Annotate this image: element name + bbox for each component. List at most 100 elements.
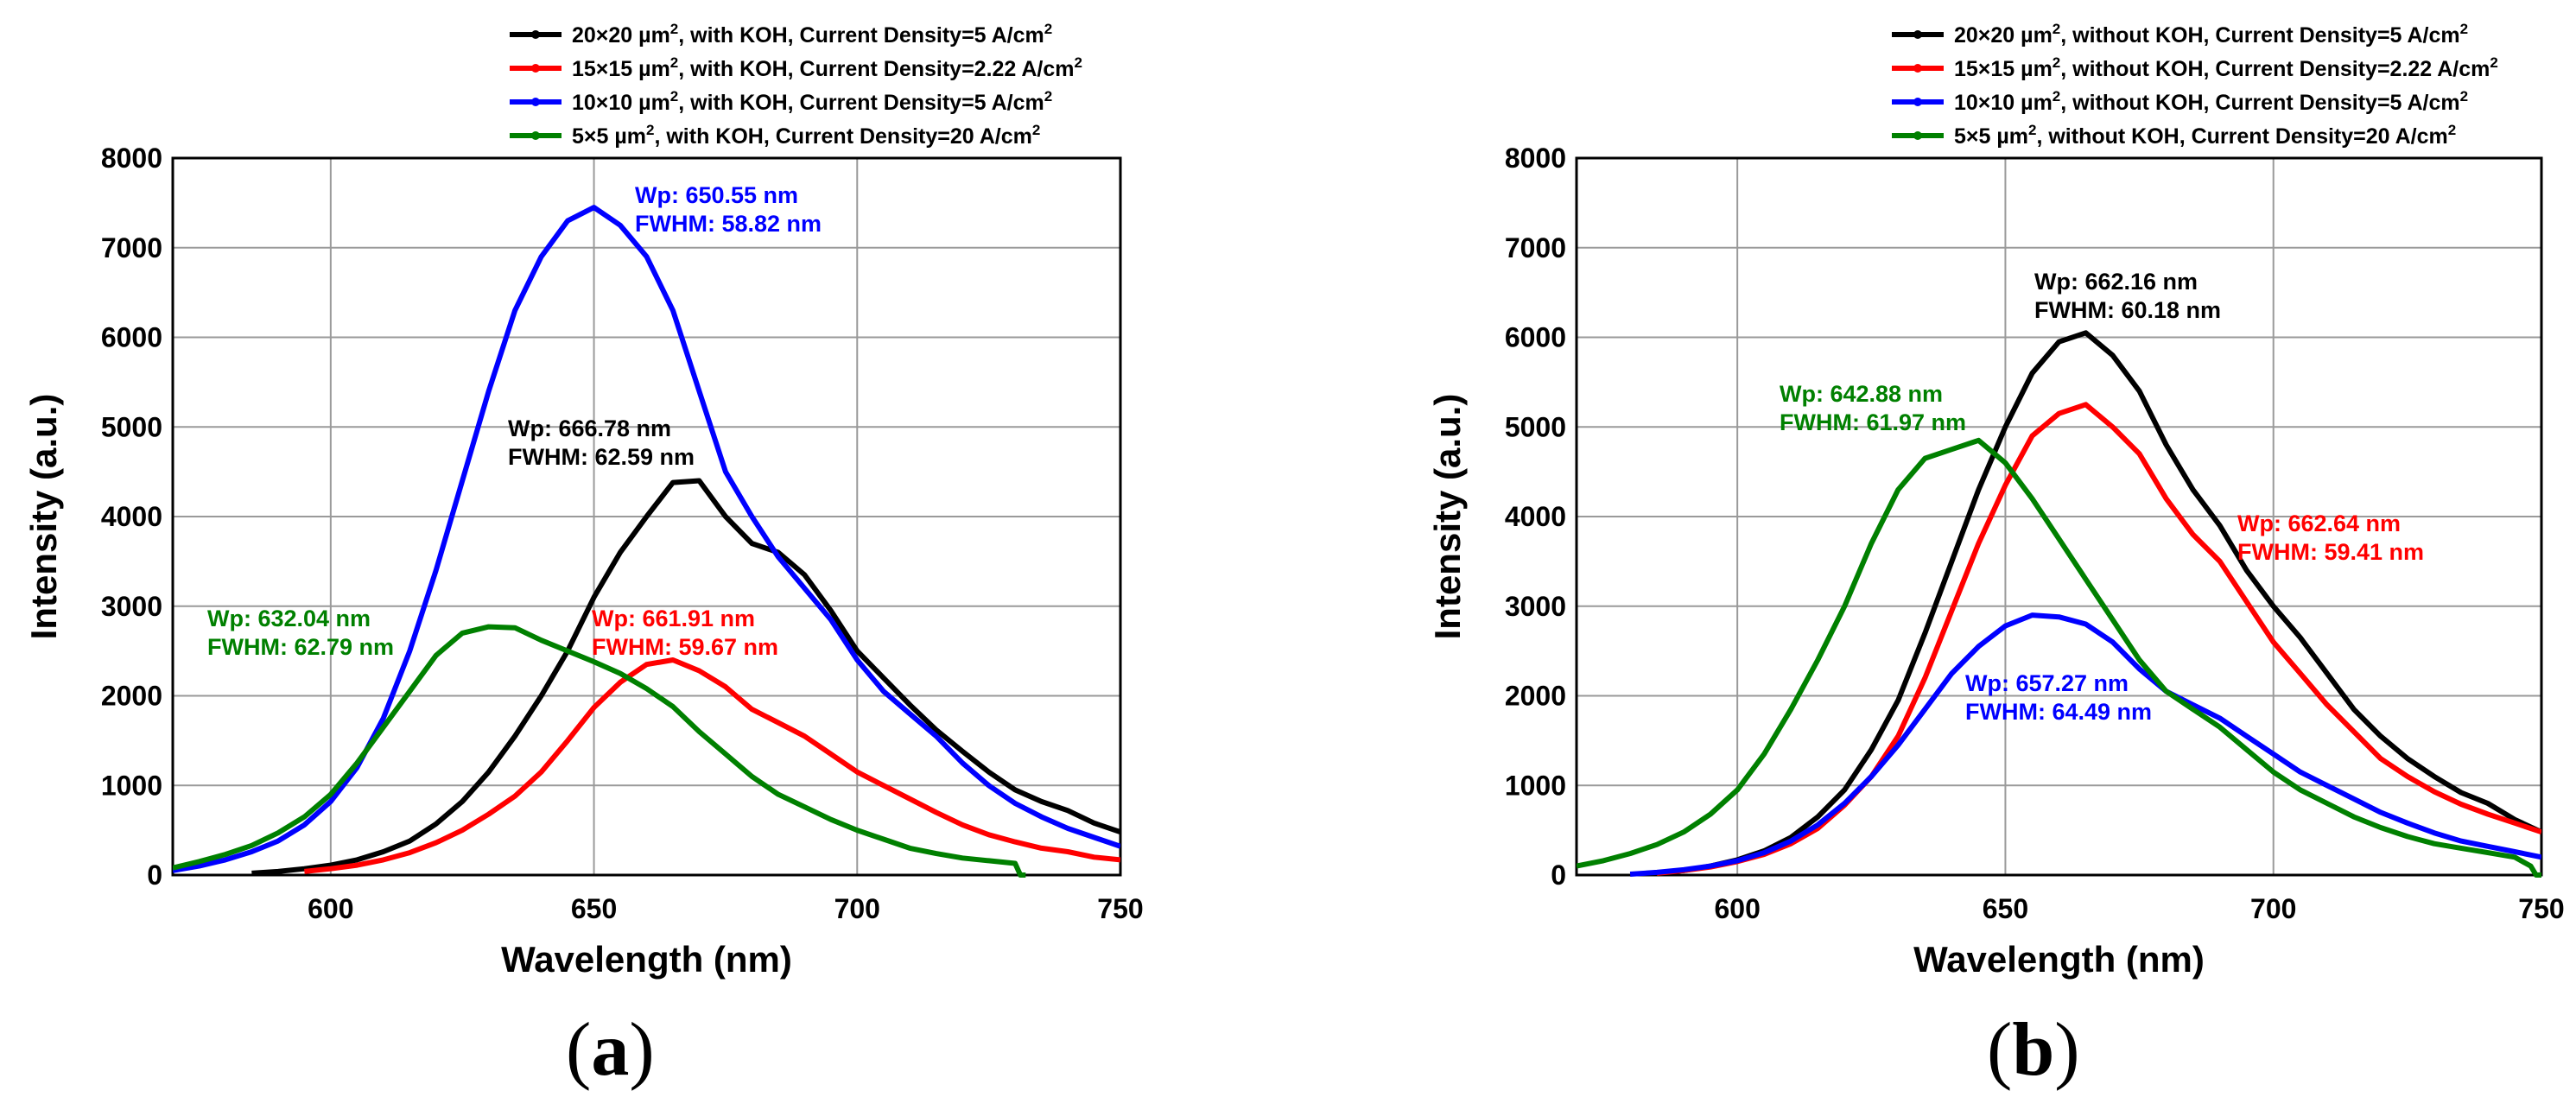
series-line-1 [1656,330,2541,876]
y-axis-label: Intensity (a.u.) [23,394,64,640]
chart-a: 0 1000 2000 3000 4000 5000 6000 7000 8000 600 650 7… [23,21,1144,980]
annotation-fwhm-4: FWHM: 64.49 nm [1965,699,2152,725]
legend: 20×20 µm2, without KOH, Current Density=… [1892,21,2498,149]
legend-label-main: 15×15 µm [1954,57,2053,81]
y-tick-label: 2000 [1505,681,1566,712]
legend-label-main: 20×20 µm [1954,23,2053,48]
y-tick-label: 4000 [1505,501,1566,532]
x-tick-label: 650 [1983,893,2028,924]
legend-marker-3 [1913,98,1922,106]
annotation-wp-1: Wp: 662.16 nm [2034,269,2198,295]
panel-label-b-letter: b [2012,1008,2055,1092]
x-tick-label: 750 [2518,893,2564,924]
y-tick-label: 8000 [1505,143,1566,174]
legend-marker-1 [531,30,540,39]
legend-marker-4 [531,131,540,140]
plot-frame [1575,156,2543,877]
y-tick-label: 3000 [1505,591,1566,622]
legend-label-main: 15×15 µm [572,57,670,81]
legend-marker-2 [531,64,540,73]
y-tick-label: 8000 [101,143,162,174]
legend-label-sup: 2 [2460,88,2468,105]
annotation-wp-4: Wp: 657.27 nm [1965,670,2129,696]
y-tick-label: 1000 [101,770,162,801]
legend-label-main: 5×5 µm [1954,124,2028,149]
legend-marker-1 [1913,30,1922,39]
legend-marker-3 [531,98,540,106]
series-line-4 [173,624,1026,878]
legend-marker-2 [1913,64,1922,73]
legend-marker-4 [1913,131,1922,140]
legend-label-1: 20×20 µm2, without KOH, Current Density=… [1954,21,2468,48]
legend-label-4: 5×5 µm2, with KOH, Current Density=20 A/… [572,122,1040,149]
annotation-fwhm-3: FWHM: 59.67 nm [592,634,778,660]
annotation-wp-1: Wp: 650.55 nm [635,182,798,208]
annotation-fwhm-3: FWHM: 59.41 nm [2237,539,2424,565]
legend-label-4: 5×5 µm2, without KOH, Current Density=20… [1954,122,2456,149]
legend-label-sup: 2 [2028,122,2036,138]
series-lines [1577,330,2541,878]
series-line-2 [304,657,1120,874]
legend-label-sup: 2 [1032,122,1040,138]
annotation-wp-3: Wp: 662.64 nm [2237,511,2401,536]
legend-label-sup: 2 [670,21,678,37]
y-axis-label: Intensity (a.u.) [1427,394,1468,640]
legend-label-sup: 2 [1074,54,1082,71]
legend-label-sup: 2 [1044,88,1052,105]
panel-label-a-letter: a [591,1008,630,1092]
legend-label-sup: 2 [2448,122,2456,138]
annotation-fwhm-4: FWHM: 62.79 nm [207,634,394,660]
x-tick-label: 650 [571,893,617,924]
legend-label-main: 5×5 µm [572,124,646,149]
y-tick-label: 5000 [101,411,162,442]
legend-label-rest: , without KOH, Current Density=5 A/cm [2060,91,2459,115]
legend-label-sup: 2 [646,122,654,138]
x-axis-label: Wavelength (nm) [501,939,792,980]
series-line-3 [173,205,1120,873]
legend-label-sup: 2 [670,88,678,105]
y-tick-label: 0 [147,859,162,891]
legend-label-sup: 2 [2053,88,2060,105]
plot-frame [171,156,1122,877]
y-tick-label: 6000 [101,322,162,353]
y-tick-label: 0 [1551,859,1566,891]
legend-label-main: 20×20 µm [572,23,670,48]
x-tick-label: 600 [308,893,353,924]
annotation-fwhm-2: FWHM: 62.59 nm [508,444,695,470]
legend-label-rest: , without KOH, Current Density=20 A/cm [2036,124,2447,149]
series-line-4 [1577,437,2541,878]
panel-label-b: (b) [1987,1008,2080,1092]
series-lines [173,205,1120,878]
legend-label-2: 15×15 µm2, with KOH, Current Density=2.2… [572,54,1082,81]
annotation-wp-4: Wp: 632.04 nm [207,606,371,631]
x-axis-label: Wavelength (nm) [1913,939,2205,980]
annotation-fwhm-2: FWHM: 61.97 nm [1780,409,1966,435]
x-tick-label: 750 [1097,893,1143,924]
legend-label-rest: , with KOH, Current Density=5 A/cm [678,91,1044,115]
legend-label-sup: 2 [2460,21,2468,37]
series-line-3 [1629,612,2541,877]
legend-label-sup: 2 [2490,54,2497,71]
y-tick-label: 1000 [1505,770,1566,801]
annotation-wp-3: Wp: 661.91 nm [592,606,755,631]
legend-label-main: 10×10 µm [572,91,670,115]
legend-label-rest: , with KOH, Current Density=5 A/cm [678,23,1044,48]
y-tick-label: 6000 [1505,322,1566,353]
legend-label-rest: , without KOH, Current Density=2.22 A/cm [2060,57,2490,81]
x-tick-label: 700 [834,893,880,924]
series-line-2 [1656,402,2541,876]
chart-b: 0 1000 2000 3000 4000 5000 6000 7000 8000 600 650 7… [1427,21,2565,980]
legend-label-main: 10×10 µm [1954,91,2053,115]
x-tick-label: 600 [1714,893,1760,924]
series-line-1 [251,478,1120,876]
annotation-wp-2: Wp: 642.88 nm [1780,381,1943,407]
y-tick-label: 7000 [101,232,162,263]
legend-label-3: 10×10 µm2, with KOH, Current Density=5 A… [572,88,1052,115]
y-tick-label: 3000 [101,591,162,622]
legend-label-sup: 2 [670,54,678,71]
legend-label-2: 15×15 µm 2, without KOH, Current Density=… [1954,54,2498,81]
y-tick-label: 7000 [1505,232,1566,263]
panel-label-a: (a) [566,1008,655,1092]
legend: 20×20 µm2, with KOH, Current Density=5 A… [510,21,1082,149]
